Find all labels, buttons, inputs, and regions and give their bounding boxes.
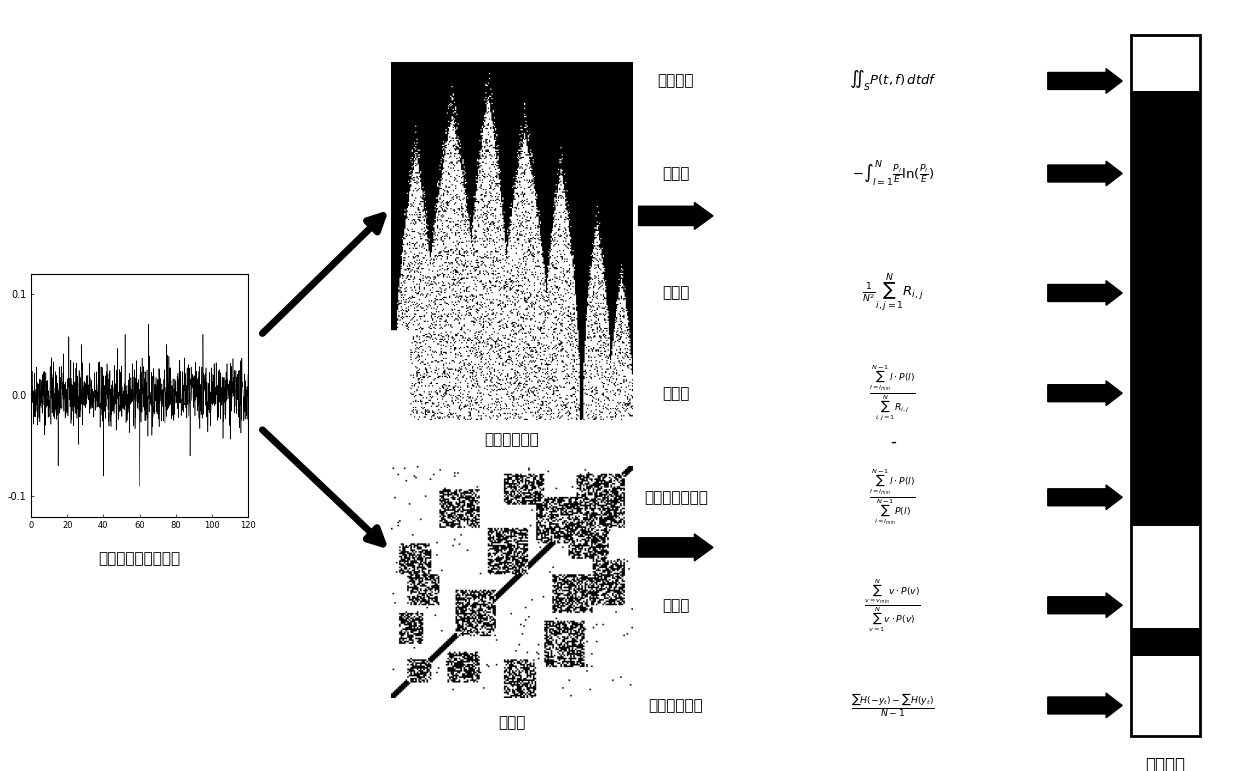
- Bar: [1131, 655, 1200, 736]
- FancyArrow shape: [1048, 593, 1122, 618]
- Text: $\frac{\sum H(-y_t)-\sum H(y_t)}{N-1}$: $\frac{\sum H(-y_t)-\sum H(y_t)}{N-1}$: [851, 692, 935, 719]
- FancyArrow shape: [1048, 69, 1122, 93]
- Bar: [1131, 526, 1200, 628]
- Text: 含水率波动序列片段: 含水率波动序列片段: [98, 551, 180, 566]
- Text: 时间不可逆量: 时间不可逆量: [649, 698, 703, 713]
- Bar: [1131, 35, 1200, 736]
- Text: $\frac{\sum_{v=v_{min}}^{N}v\cdot P(v)}{\sum_{v=1}^{N}v\cdot P(v)}$: $\frac{\sum_{v=v_{min}}^{N}v\cdot P(v)}{…: [864, 577, 921, 634]
- Bar: [1131, 628, 1200, 655]
- Text: 时频熵: 时频熵: [662, 166, 689, 181]
- Text: 平均对角线长度: 平均对角线长度: [644, 490, 708, 505]
- Text: 时频联合分布: 时频联合分布: [485, 432, 539, 446]
- FancyArrow shape: [1048, 281, 1122, 305]
- Text: $\frac{1}{N^2}\sum_{i,j=1}^{N} R_{i,j}$: $\frac{1}{N^2}\sum_{i,j=1}^{N} R_{i,j}$: [862, 271, 924, 315]
- Text: 确定性: 确定性: [662, 386, 689, 401]
- FancyArrow shape: [1048, 381, 1122, 406]
- Text: $\iint_{S}^{} P(t,f)\,dtdf$: $\iint_{S}^{} P(t,f)\,dtdf$: [848, 69, 937, 93]
- Text: -: -: [890, 433, 895, 450]
- Text: 特征向量: 特征向量: [1146, 756, 1185, 771]
- Text: 层次性: 层次性: [662, 598, 689, 613]
- Text: 递归率: 递归率: [662, 285, 689, 301]
- Bar: [1131, 35, 1200, 91]
- FancyArrow shape: [639, 203, 713, 230]
- Bar: [1131, 91, 1200, 526]
- Text: $-\int_{l=1}^{N}\frac{P_l}{E}\ln(\frac{P_l}{E})$: $-\int_{l=1}^{N}\frac{P_l}{E}\ln(\frac{P…: [852, 159, 934, 188]
- FancyArrow shape: [639, 534, 713, 561]
- Text: $\frac{\sum_{l=l_{min}}^{N-1}l\cdot P(l)}{\sum_{i,j=1}^{N}R_{i,j}}$: $\frac{\sum_{l=l_{min}}^{N-1}l\cdot P(l)…: [869, 364, 916, 423]
- Text: $\frac{\sum_{l=l_{min}}^{N-1}l\cdot P(l)}{\sum_{l=l_{min}}^{N-1}P(l)}$: $\frac{\sum_{l=l_{min}}^{N-1}l\cdot P(l)…: [869, 467, 916, 527]
- FancyArrow shape: [1048, 485, 1122, 510]
- FancyArrow shape: [1048, 693, 1122, 718]
- FancyArrow shape: [1048, 161, 1122, 186]
- Text: 时频能量: 时频能量: [657, 73, 694, 89]
- Text: 递归图: 递归图: [498, 715, 526, 730]
